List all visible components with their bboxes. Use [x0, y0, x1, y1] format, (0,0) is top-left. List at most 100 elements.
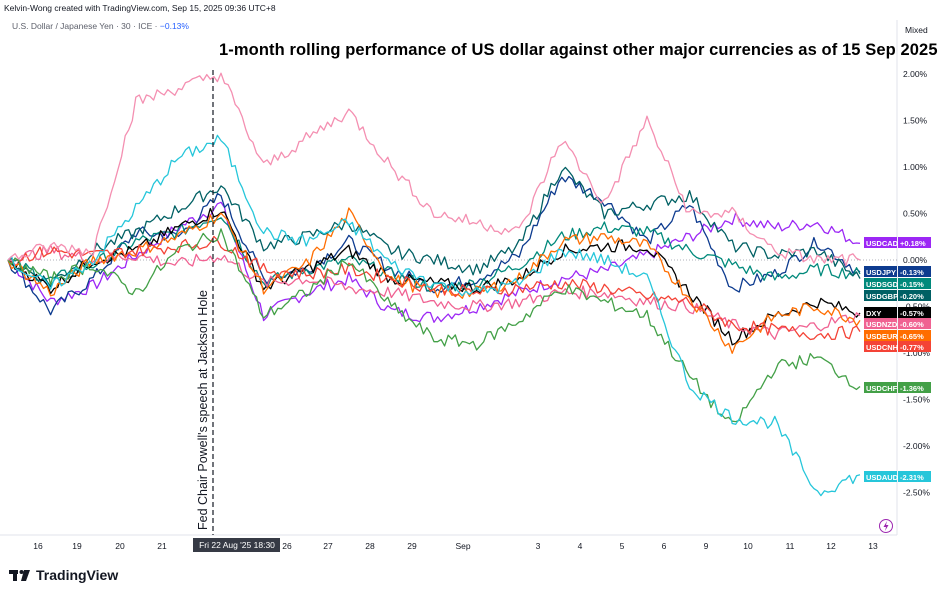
series-end-label: USDCHF -1.36%: [864, 382, 931, 393]
series-value-badge: [898, 266, 931, 277]
series-value-badge: [898, 330, 931, 341]
series-end-label: USDCNH -0.77%: [864, 341, 931, 352]
series-line-usdaud[interactable]: [7, 134, 861, 497]
series-name-text: DXY: [866, 309, 881, 318]
series-value-text: -1.36%: [900, 384, 924, 393]
y-tick-label: -0.50%: [903, 302, 930, 312]
x-tick-label: 21: [157, 541, 167, 551]
series-value-badge: [898, 278, 931, 289]
lightning-bolt-shape: [883, 521, 889, 531]
y-tick-label: 0.00%: [903, 255, 928, 265]
x-tick-label: 3: [536, 541, 541, 551]
scale-mode-label[interactable]: Mixed: [905, 25, 928, 35]
series-value-text: -0.65%: [900, 332, 924, 341]
series-name-badge: [864, 307, 897, 318]
series-name-badge: [864, 266, 897, 277]
series-name-text: USDCAD: [866, 239, 899, 248]
series-end-label: USDGBP -0.20%: [864, 290, 931, 301]
y-tick-label: 1.50%: [903, 116, 928, 126]
series-name-badge: [864, 290, 897, 301]
y-tick-label: 0.50%: [903, 209, 928, 219]
x-tick-label: 20: [115, 541, 125, 551]
series-name-text: USDCNH: [866, 343, 898, 352]
series-end-label: USDCAD +0.18%: [864, 237, 931, 248]
symbol-name: U.S. Dollar / Japanese Yen · 30 · ICE ·: [12, 21, 158, 31]
series-end-label: USDJPY -0.13%: [864, 266, 931, 277]
chart-title: 1-month rolling performance of US dollar…: [219, 41, 938, 59]
y-tick-label: 2.00%: [903, 69, 928, 79]
x-tick-label: 10: [743, 541, 753, 551]
series-name-text: USDGBP: [866, 292, 898, 301]
series-value-badge: [898, 318, 931, 329]
series-value-badge: [898, 237, 931, 248]
y-tick-label: -2.50%: [903, 488, 930, 498]
series-name-badge: [864, 382, 897, 393]
y-tick-label: -1.50%: [903, 395, 930, 405]
y-tick-label: -2.00%: [903, 441, 930, 451]
tradingview-logo-text: TradingView: [36, 567, 119, 583]
series-value-badge: [898, 290, 931, 301]
series-end-label: DXY -0.57%: [864, 307, 931, 318]
x-tick-label: 13: [868, 541, 878, 551]
x-tick-label: 28: [365, 541, 375, 551]
series-end-label: USDSGD -0.15%: [864, 278, 931, 289]
series-name-badge: [864, 237, 897, 248]
series-line-usdcad[interactable]: [7, 201, 861, 323]
series-value-text: -0.77%: [900, 343, 924, 352]
event-annotation: Fed Chair Powell's speech at Jackson Hol…: [196, 290, 210, 530]
x-tick-label: 11: [786, 541, 795, 551]
series-name-text: USDEUR: [866, 332, 898, 341]
x-tick-label: Fri 22 Aug '25 18:30: [199, 540, 275, 550]
x-tick-label: Sep: [455, 541, 470, 551]
y-tick-label: 1.00%: [903, 162, 928, 172]
series-name-badge: [864, 330, 897, 341]
x-tick-label: 6: [662, 541, 667, 551]
chart-credit: Kelvin-Wong created with TradingView.com…: [4, 3, 276, 13]
x-tick-label: 16: [33, 541, 43, 551]
series-value-text: -0.60%: [900, 320, 924, 329]
series-value-text: +0.18%: [900, 239, 926, 248]
x-tick-label: 4: [578, 541, 583, 551]
series-name-text: USDCHF: [866, 384, 898, 393]
crosshair-time-badge: [193, 538, 280, 552]
x-tick-label: 27: [323, 541, 333, 551]
x-tick-label: 5: [620, 541, 625, 551]
series-value-text: -2.31%: [900, 473, 924, 482]
series-name-text: USDJPY: [866, 268, 896, 277]
series-value-badge: [898, 471, 931, 482]
series-name-text: USDSGD: [866, 280, 899, 289]
y-tick-label: -1.00%: [903, 348, 930, 358]
series-line-usdpink[interactable]: [7, 72, 861, 267]
series-line-usdnzd[interactable]: [8, 244, 861, 340]
series-end-label: USDAUD -2.31%: [864, 471, 931, 482]
tradingview-logo[interactable]: TradingView: [9, 567, 118, 583]
events-lightning-icon[interactable]: [879, 519, 893, 533]
x-tick-label: 19: [72, 541, 82, 551]
x-tick-label: 26: [282, 541, 292, 551]
series-value-text: -0.20%: [900, 292, 924, 301]
x-tick-label: 29: [407, 541, 417, 551]
series-name-text: USDAUD: [866, 473, 899, 482]
series-value-badge: [898, 382, 931, 393]
series-line-usdcnh[interactable]: [7, 235, 861, 341]
series-value-badge: [898, 341, 931, 352]
x-tick-label: 9: [704, 541, 709, 551]
series-name-badge: [864, 471, 897, 482]
series-name-text: USDNZD: [866, 320, 898, 329]
series-value-text: -0.15%: [900, 280, 924, 289]
series-value-text: -0.57%: [900, 309, 924, 318]
tradingview-logo-icon: [9, 570, 30, 581]
series-line-usdjpy[interactable]: [7, 175, 861, 316]
series-end-label: USDNZD -0.60%: [864, 318, 931, 329]
series-line-usdgbp[interactable]: [7, 166, 861, 288]
series-name-badge: [864, 318, 897, 329]
series-value-badge: [898, 307, 931, 318]
symbol-change: −0.13%: [159, 21, 189, 31]
x-tick-label: 12: [826, 541, 836, 551]
series-end-label: USDEUR -0.65%: [864, 330, 931, 341]
series-name-badge: [864, 341, 897, 352]
series-name-badge: [864, 278, 897, 289]
symbol-info: U.S. Dollar / Japanese Yen · 30 · ICE · …: [12, 21, 189, 31]
series-value-text: -0.13%: [900, 268, 924, 277]
